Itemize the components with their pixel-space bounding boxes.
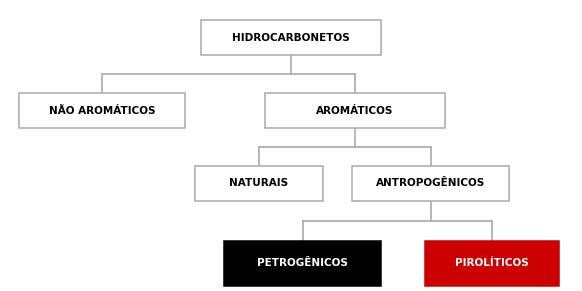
Text: PIROLÍTICOS: PIROLÍTICOS — [455, 258, 528, 268]
Text: NATURAIS: NATURAIS — [229, 178, 289, 188]
FancyBboxPatch shape — [19, 93, 185, 128]
Text: HIDROCARBONETOS: HIDROCARBONETOS — [232, 33, 350, 43]
Text: PETROGÊNICOS: PETROGÊNICOS — [257, 258, 348, 268]
Text: ANTROPOGÊNICOS: ANTROPOGÊNICOS — [376, 178, 485, 188]
FancyBboxPatch shape — [265, 93, 445, 128]
FancyBboxPatch shape — [425, 241, 559, 286]
Text: AROMÁTICOS: AROMÁTICOS — [317, 106, 393, 116]
FancyBboxPatch shape — [195, 166, 323, 201]
FancyBboxPatch shape — [201, 20, 381, 55]
FancyBboxPatch shape — [224, 241, 381, 286]
Text: NÃO AROMÁTICOS: NÃO AROMÁTICOS — [49, 106, 155, 116]
FancyBboxPatch shape — [352, 166, 509, 201]
